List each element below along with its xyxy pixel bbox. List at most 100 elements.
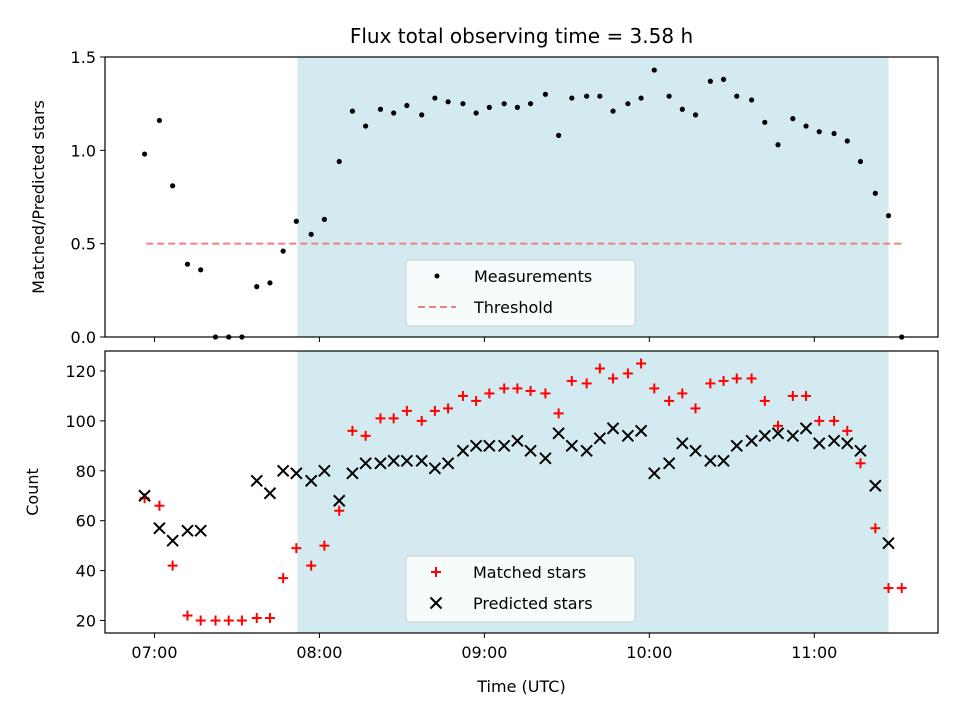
predicted-star-point xyxy=(882,536,895,550)
matched-star-point xyxy=(677,388,688,399)
measurement-point xyxy=(542,91,549,97)
predicted-star-point xyxy=(813,437,826,450)
y-tick-label: 120 xyxy=(65,362,96,381)
matched-star-point xyxy=(622,368,633,379)
predicted-star-point xyxy=(841,437,854,450)
measurement-point xyxy=(514,104,520,110)
predicted-star-point xyxy=(799,422,813,435)
measurement-point xyxy=(707,78,713,84)
matched-star-point xyxy=(443,403,454,414)
predicted-star-point xyxy=(827,434,841,448)
measurement-point xyxy=(363,123,369,129)
measurement-point xyxy=(569,95,575,101)
measurement-point xyxy=(885,213,892,219)
predicted-star-point xyxy=(689,444,702,458)
matched-star-point xyxy=(731,373,742,384)
matched-star-point xyxy=(566,375,577,386)
predicted-star-point xyxy=(359,457,372,470)
matched-star-point xyxy=(154,500,165,511)
predicted-star-point xyxy=(771,427,785,440)
legend-plus-glyph xyxy=(431,567,441,577)
ratio-panel: 0.0 0.5 1.0 1.5 Flux total observing time =… xyxy=(29,24,939,347)
matched-star-point xyxy=(319,540,330,551)
measurement-point xyxy=(419,112,425,118)
predicted-star-point xyxy=(415,454,428,468)
measurement-point xyxy=(625,101,631,107)
measurement-point xyxy=(692,112,699,118)
measurement-point xyxy=(790,116,796,122)
matched-star-point xyxy=(484,388,495,399)
predicted-star-point xyxy=(854,444,867,458)
matched-star-point xyxy=(855,458,866,469)
measurement-point xyxy=(666,93,672,99)
predicted-star-point xyxy=(621,429,635,443)
matched-star-point xyxy=(512,383,523,394)
ratio-legend: Measurements Threshold xyxy=(405,259,636,327)
matched-star-point xyxy=(457,390,468,401)
x-tick-label: 09:00 xyxy=(461,643,507,662)
predicted-star-point xyxy=(276,464,290,477)
legend-cross-glyph xyxy=(429,596,443,610)
predicted-star-point xyxy=(745,434,758,448)
measurement-point xyxy=(473,110,479,116)
matched-star-point xyxy=(842,425,853,436)
predicted-star-point xyxy=(374,457,387,470)
legend-marker-matched xyxy=(431,567,441,577)
matched-star-point xyxy=(182,610,193,621)
predicted-star-point xyxy=(304,474,318,487)
matched-star-point xyxy=(594,363,605,374)
ratio-legend-box xyxy=(405,259,636,327)
measurement-point xyxy=(872,190,878,196)
matched-star-point xyxy=(278,573,289,584)
matched-star-point xyxy=(664,395,675,406)
matched-star-point xyxy=(264,613,275,624)
predicted-star-point xyxy=(250,474,263,487)
measurement-point xyxy=(762,119,768,125)
matched-star-point xyxy=(499,383,510,394)
predicted-star-point xyxy=(194,524,207,537)
count-plot-frame xyxy=(104,350,939,634)
count-legend-box xyxy=(405,555,636,623)
predicted-star-point xyxy=(263,487,277,500)
predicted-star-point xyxy=(648,467,661,480)
predicted-star-point xyxy=(539,452,552,465)
measurement-point xyxy=(556,132,562,138)
matched-star-point xyxy=(649,383,660,394)
y-tick-label: 80 xyxy=(76,462,96,481)
predicted-star-point xyxy=(483,439,496,453)
matched-star-point xyxy=(608,373,619,384)
y-tick-label: 60 xyxy=(76,512,96,531)
matched-star-point xyxy=(581,378,592,389)
measurement-point xyxy=(336,158,342,165)
matched-star-point xyxy=(291,543,302,554)
measurement-point xyxy=(141,151,148,157)
matched-star-point xyxy=(746,373,757,384)
predicted-star-point xyxy=(428,462,442,475)
predicted-star-point xyxy=(786,429,800,443)
predicted-star-point xyxy=(497,439,511,453)
measurement-point xyxy=(267,280,273,286)
matched-star-point xyxy=(167,560,178,571)
matched-star-point xyxy=(801,390,812,401)
predicted-star-point xyxy=(153,521,166,535)
predicted-star-point xyxy=(730,439,743,453)
measurement-point xyxy=(749,97,755,103)
predicted-star-point xyxy=(511,434,524,448)
matched-star-point xyxy=(896,583,907,594)
measurement-point xyxy=(445,99,451,105)
y-tick-label: 100 xyxy=(65,412,96,431)
matched-star-point xyxy=(210,615,221,626)
measurement-point xyxy=(293,218,299,224)
predicted-star-point xyxy=(456,444,470,458)
count-legend: Matched stars Predicted stars xyxy=(405,555,636,623)
measurement-point xyxy=(184,261,191,267)
measurement-point xyxy=(391,110,397,116)
measurement-point xyxy=(775,142,781,148)
matched-star-point xyxy=(401,405,412,416)
matched-star-point xyxy=(759,395,770,406)
matched-star-point xyxy=(251,613,262,624)
matched-star-point xyxy=(375,413,386,424)
matched-star-point xyxy=(306,560,317,571)
measurement-point xyxy=(844,138,850,144)
